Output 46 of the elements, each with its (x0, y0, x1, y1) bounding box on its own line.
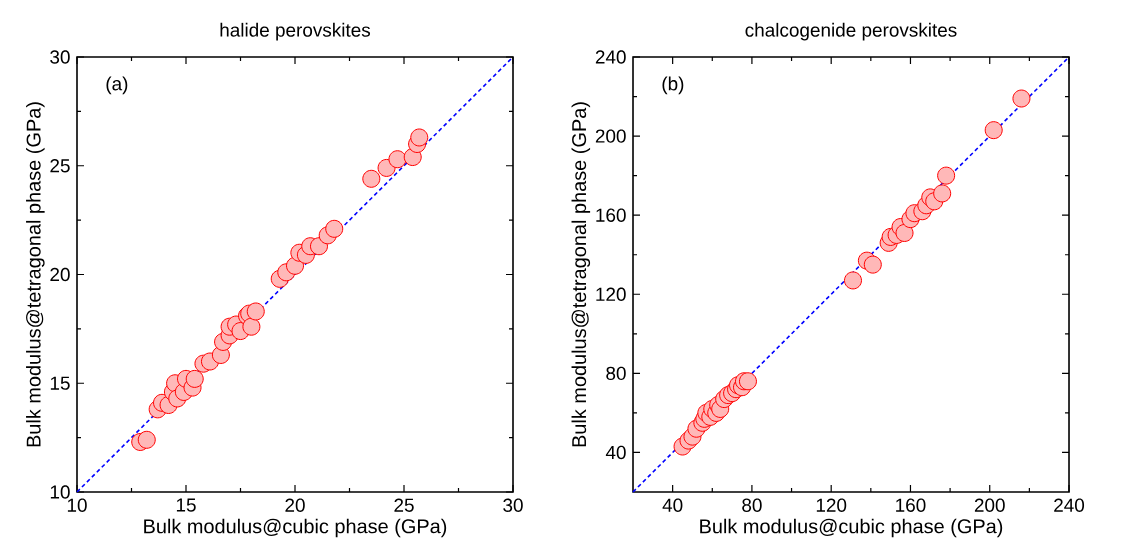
chart-title: halide perovskites (220, 22, 371, 41)
point (984, 121, 1003, 140)
point (738, 372, 757, 391)
x-tick-label: 10 (67, 498, 87, 512)
x-tick-label: 80 (742, 498, 762, 512)
x-tick-label: 20 (285, 498, 305, 512)
x-tick-label: 40 (662, 498, 683, 512)
y-tick-label: 120 (596, 287, 626, 301)
x-tick-label: 160 (896, 498, 926, 512)
x-tick-label: 25 (394, 498, 414, 512)
y-tick-label: 25 (50, 159, 70, 173)
annotation: (b) (662, 76, 684, 95)
point (362, 169, 381, 188)
point (410, 128, 429, 147)
annotation: (a) (106, 76, 128, 95)
point (325, 219, 344, 238)
y-tick-label: 40 (605, 445, 626, 460)
y-tick-label: 30 (50, 50, 70, 64)
point (895, 223, 914, 242)
point (185, 369, 204, 388)
x-tick-label: 30 (503, 498, 523, 512)
x-tick-label: 15 (176, 498, 196, 512)
y-tick-label: 200 (595, 129, 626, 143)
y-tick-label: 15 (50, 376, 70, 390)
point (1012, 89, 1031, 108)
point (843, 271, 862, 290)
y-axis-title: Bulk modulus@tetragonal phase (GPa) (26, 102, 45, 447)
x-axis-title: Bulk modulus@cubic phase (GPa) (700, 518, 1003, 538)
point (246, 302, 265, 321)
chart-title: chalcogenide perovskites (745, 22, 957, 41)
point (137, 430, 156, 449)
x-tick-label: 240 (1054, 498, 1085, 512)
y-axis-title: Bulk modulus@tetragonal phase (GPa) (571, 102, 591, 447)
point (937, 166, 956, 185)
x-tick-label: 200 (974, 498, 1005, 512)
x-axis-title: Bulk modulus@cubic phase (GPa) (144, 518, 447, 538)
x-tick-label: 120 (816, 498, 847, 512)
point (388, 150, 407, 169)
y-tick-label: 240 (595, 50, 626, 64)
y-tick-label: 10 (50, 485, 70, 499)
point (863, 255, 882, 274)
point (242, 317, 261, 336)
y-tick-label: 20 (50, 267, 70, 282)
y-tick-label: 160 (596, 208, 626, 222)
y-tick-label: 80 (606, 366, 626, 381)
point (933, 184, 952, 203)
